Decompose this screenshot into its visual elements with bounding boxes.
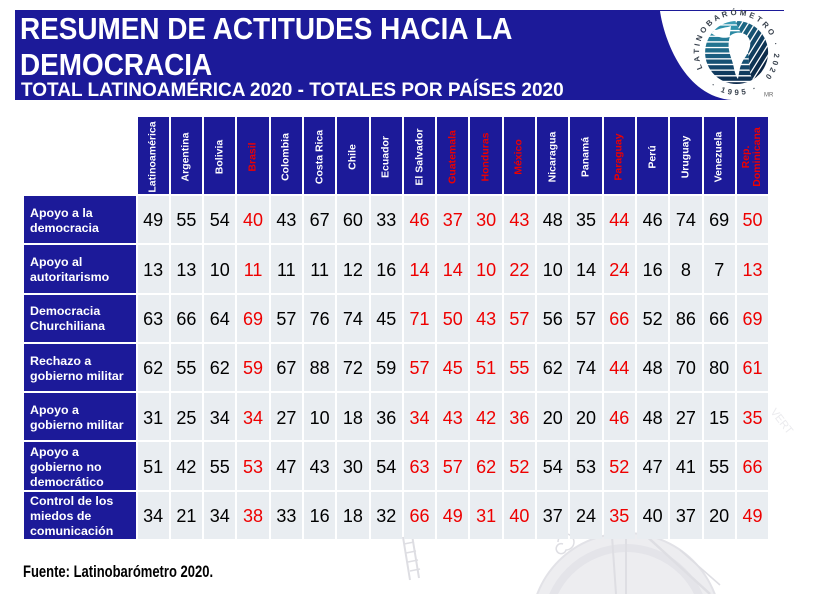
svg-text:MR: MR — [764, 93, 774, 99]
svg-text:VERT: VERT — [768, 406, 796, 437]
